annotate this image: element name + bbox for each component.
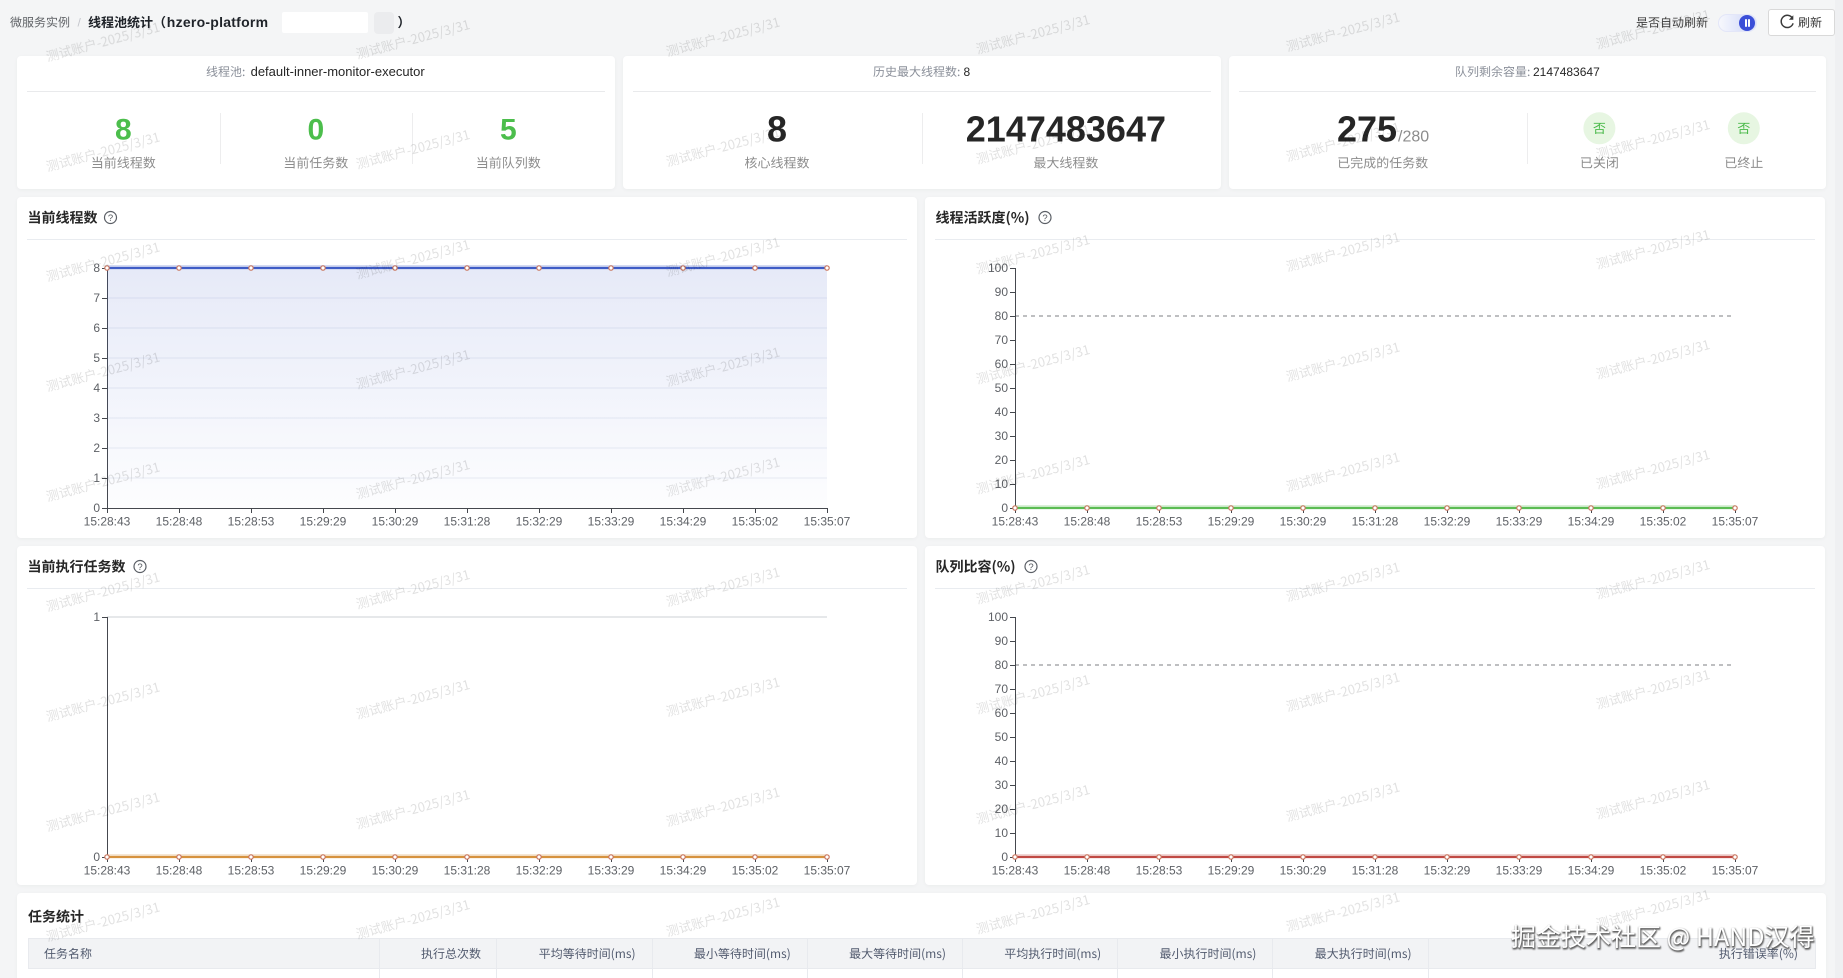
svg-text:15:35:07: 15:35:07	[804, 515, 851, 529]
svg-text:15:34:29: 15:34:29	[1568, 515, 1615, 529]
svg-text:20: 20	[995, 453, 1009, 467]
svg-text:15:29:29: 15:29:29	[1208, 864, 1255, 878]
svg-text:50: 50	[995, 381, 1009, 395]
svg-text:?: ?	[137, 562, 142, 573]
svg-text:70: 70	[995, 682, 1009, 696]
svg-text:7: 7	[93, 291, 100, 305]
svg-text:15:28:48: 15:28:48	[156, 864, 203, 878]
svg-text:/: /	[78, 16, 82, 30]
svg-text:15:32:29: 15:32:29	[1424, 515, 1471, 529]
svg-text:1: 1	[93, 471, 100, 485]
svg-text:2: 2	[93, 441, 100, 455]
svg-text:4: 4	[93, 381, 100, 395]
svg-text:15:30:29: 15:30:29	[372, 864, 419, 878]
svg-text:15:32:29: 15:32:29	[1424, 864, 1471, 878]
svg-text:8: 8	[964, 65, 971, 79]
svg-text:15:30:29: 15:30:29	[1280, 864, 1327, 878]
svg-text:/280: /280	[1398, 129, 1429, 146]
svg-text:15:31:28: 15:31:28	[444, 515, 491, 529]
svg-text:80: 80	[995, 658, 1009, 672]
svg-text:15:28:53: 15:28:53	[228, 515, 275, 529]
svg-text:15:31:28: 15:31:28	[1352, 864, 1399, 878]
svg-text:15:35:02: 15:35:02	[1640, 515, 1687, 529]
svg-text:15:29:29: 15:29:29	[300, 864, 347, 878]
svg-text:80: 80	[995, 309, 1009, 323]
svg-text:?: ?	[1028, 562, 1033, 573]
svg-text:15:32:29: 15:32:29	[516, 515, 563, 529]
svg-text:15:28:48: 15:28:48	[1064, 515, 1111, 529]
svg-text:15:33:29: 15:33:29	[588, 864, 635, 878]
svg-text:15:33:29: 15:33:29	[588, 515, 635, 529]
svg-text:8: 8	[93, 261, 100, 275]
svg-text:275: 275	[1337, 109, 1397, 150]
svg-text:0: 0	[93, 850, 100, 864]
svg-text:30: 30	[995, 429, 1009, 443]
svg-text:15:28:43: 15:28:43	[992, 515, 1039, 529]
svg-text:15:30:29: 15:30:29	[372, 515, 419, 529]
svg-text:100: 100	[988, 610, 1008, 624]
svg-text:5: 5	[500, 114, 517, 147]
svg-text:15:28:43: 15:28:43	[84, 515, 131, 529]
svg-text:40: 40	[995, 754, 1009, 768]
svg-text:15:28:43: 15:28:43	[992, 864, 1039, 878]
svg-text:15:28:48: 15:28:48	[1064, 864, 1111, 878]
svg-text:40: 40	[995, 405, 1009, 419]
svg-text:15:33:29: 15:33:29	[1496, 864, 1543, 878]
svg-text:15:28:43: 15:28:43	[84, 864, 131, 878]
svg-text:15:28:53: 15:28:53	[1136, 864, 1183, 878]
svg-text:15:35:07: 15:35:07	[1712, 864, 1759, 878]
svg-text:15:30:29: 15:30:29	[1280, 515, 1327, 529]
svg-text:hzero-platform: hzero-platform	[167, 14, 268, 30]
svg-text:50: 50	[995, 730, 1009, 744]
svg-text:30: 30	[995, 778, 1009, 792]
svg-text:15:28:53: 15:28:53	[1136, 515, 1183, 529]
svg-text:?: ?	[108, 213, 113, 224]
svg-text:8: 8	[115, 114, 132, 147]
svg-text:0: 0	[1001, 850, 1008, 864]
svg-text:15:34:29: 15:34:29	[660, 864, 707, 878]
svg-text:15:35:07: 15:35:07	[804, 864, 851, 878]
svg-text:15:32:29: 15:32:29	[516, 864, 563, 878]
svg-text:15:29:29: 15:29:29	[1208, 515, 1255, 529]
svg-text:70: 70	[995, 333, 1009, 347]
svg-text:default-inner-monitor-executor: default-inner-monitor-executor	[251, 64, 426, 79]
svg-text:15:35:02: 15:35:02	[732, 515, 779, 529]
svg-text:60: 60	[995, 706, 1009, 720]
svg-text:6: 6	[93, 321, 100, 335]
svg-text:15:29:29: 15:29:29	[300, 515, 347, 529]
svg-text:15:35:07: 15:35:07	[1712, 515, 1759, 529]
svg-text:3: 3	[93, 411, 100, 425]
svg-text:15:35:02: 15:35:02	[732, 864, 779, 878]
svg-text:15:31:28: 15:31:28	[1352, 515, 1399, 529]
svg-text:0: 0	[1001, 501, 1008, 515]
svg-text:90: 90	[995, 634, 1009, 648]
svg-text:15:34:29: 15:34:29	[660, 515, 707, 529]
svg-text:15:34:29: 15:34:29	[1568, 864, 1615, 878]
svg-text:0: 0	[307, 114, 324, 147]
svg-text:15:31:28: 15:31:28	[444, 864, 491, 878]
svg-text:15:35:02: 15:35:02	[1640, 864, 1687, 878]
svg-text:15:28:48: 15:28:48	[156, 515, 203, 529]
svg-text:15:28:53: 15:28:53	[228, 864, 275, 878]
svg-text:2147483647: 2147483647	[1533, 65, 1600, 79]
svg-text:8: 8	[767, 109, 787, 150]
svg-text:90: 90	[995, 285, 1009, 299]
svg-text:?: ?	[1042, 213, 1047, 224]
svg-text:1: 1	[93, 610, 100, 624]
svg-text:10: 10	[995, 826, 1009, 840]
svg-text:0: 0	[93, 501, 100, 515]
svg-text:2147483647: 2147483647	[966, 109, 1166, 150]
svg-text:15:33:29: 15:33:29	[1496, 515, 1543, 529]
svg-text:5: 5	[93, 351, 100, 365]
